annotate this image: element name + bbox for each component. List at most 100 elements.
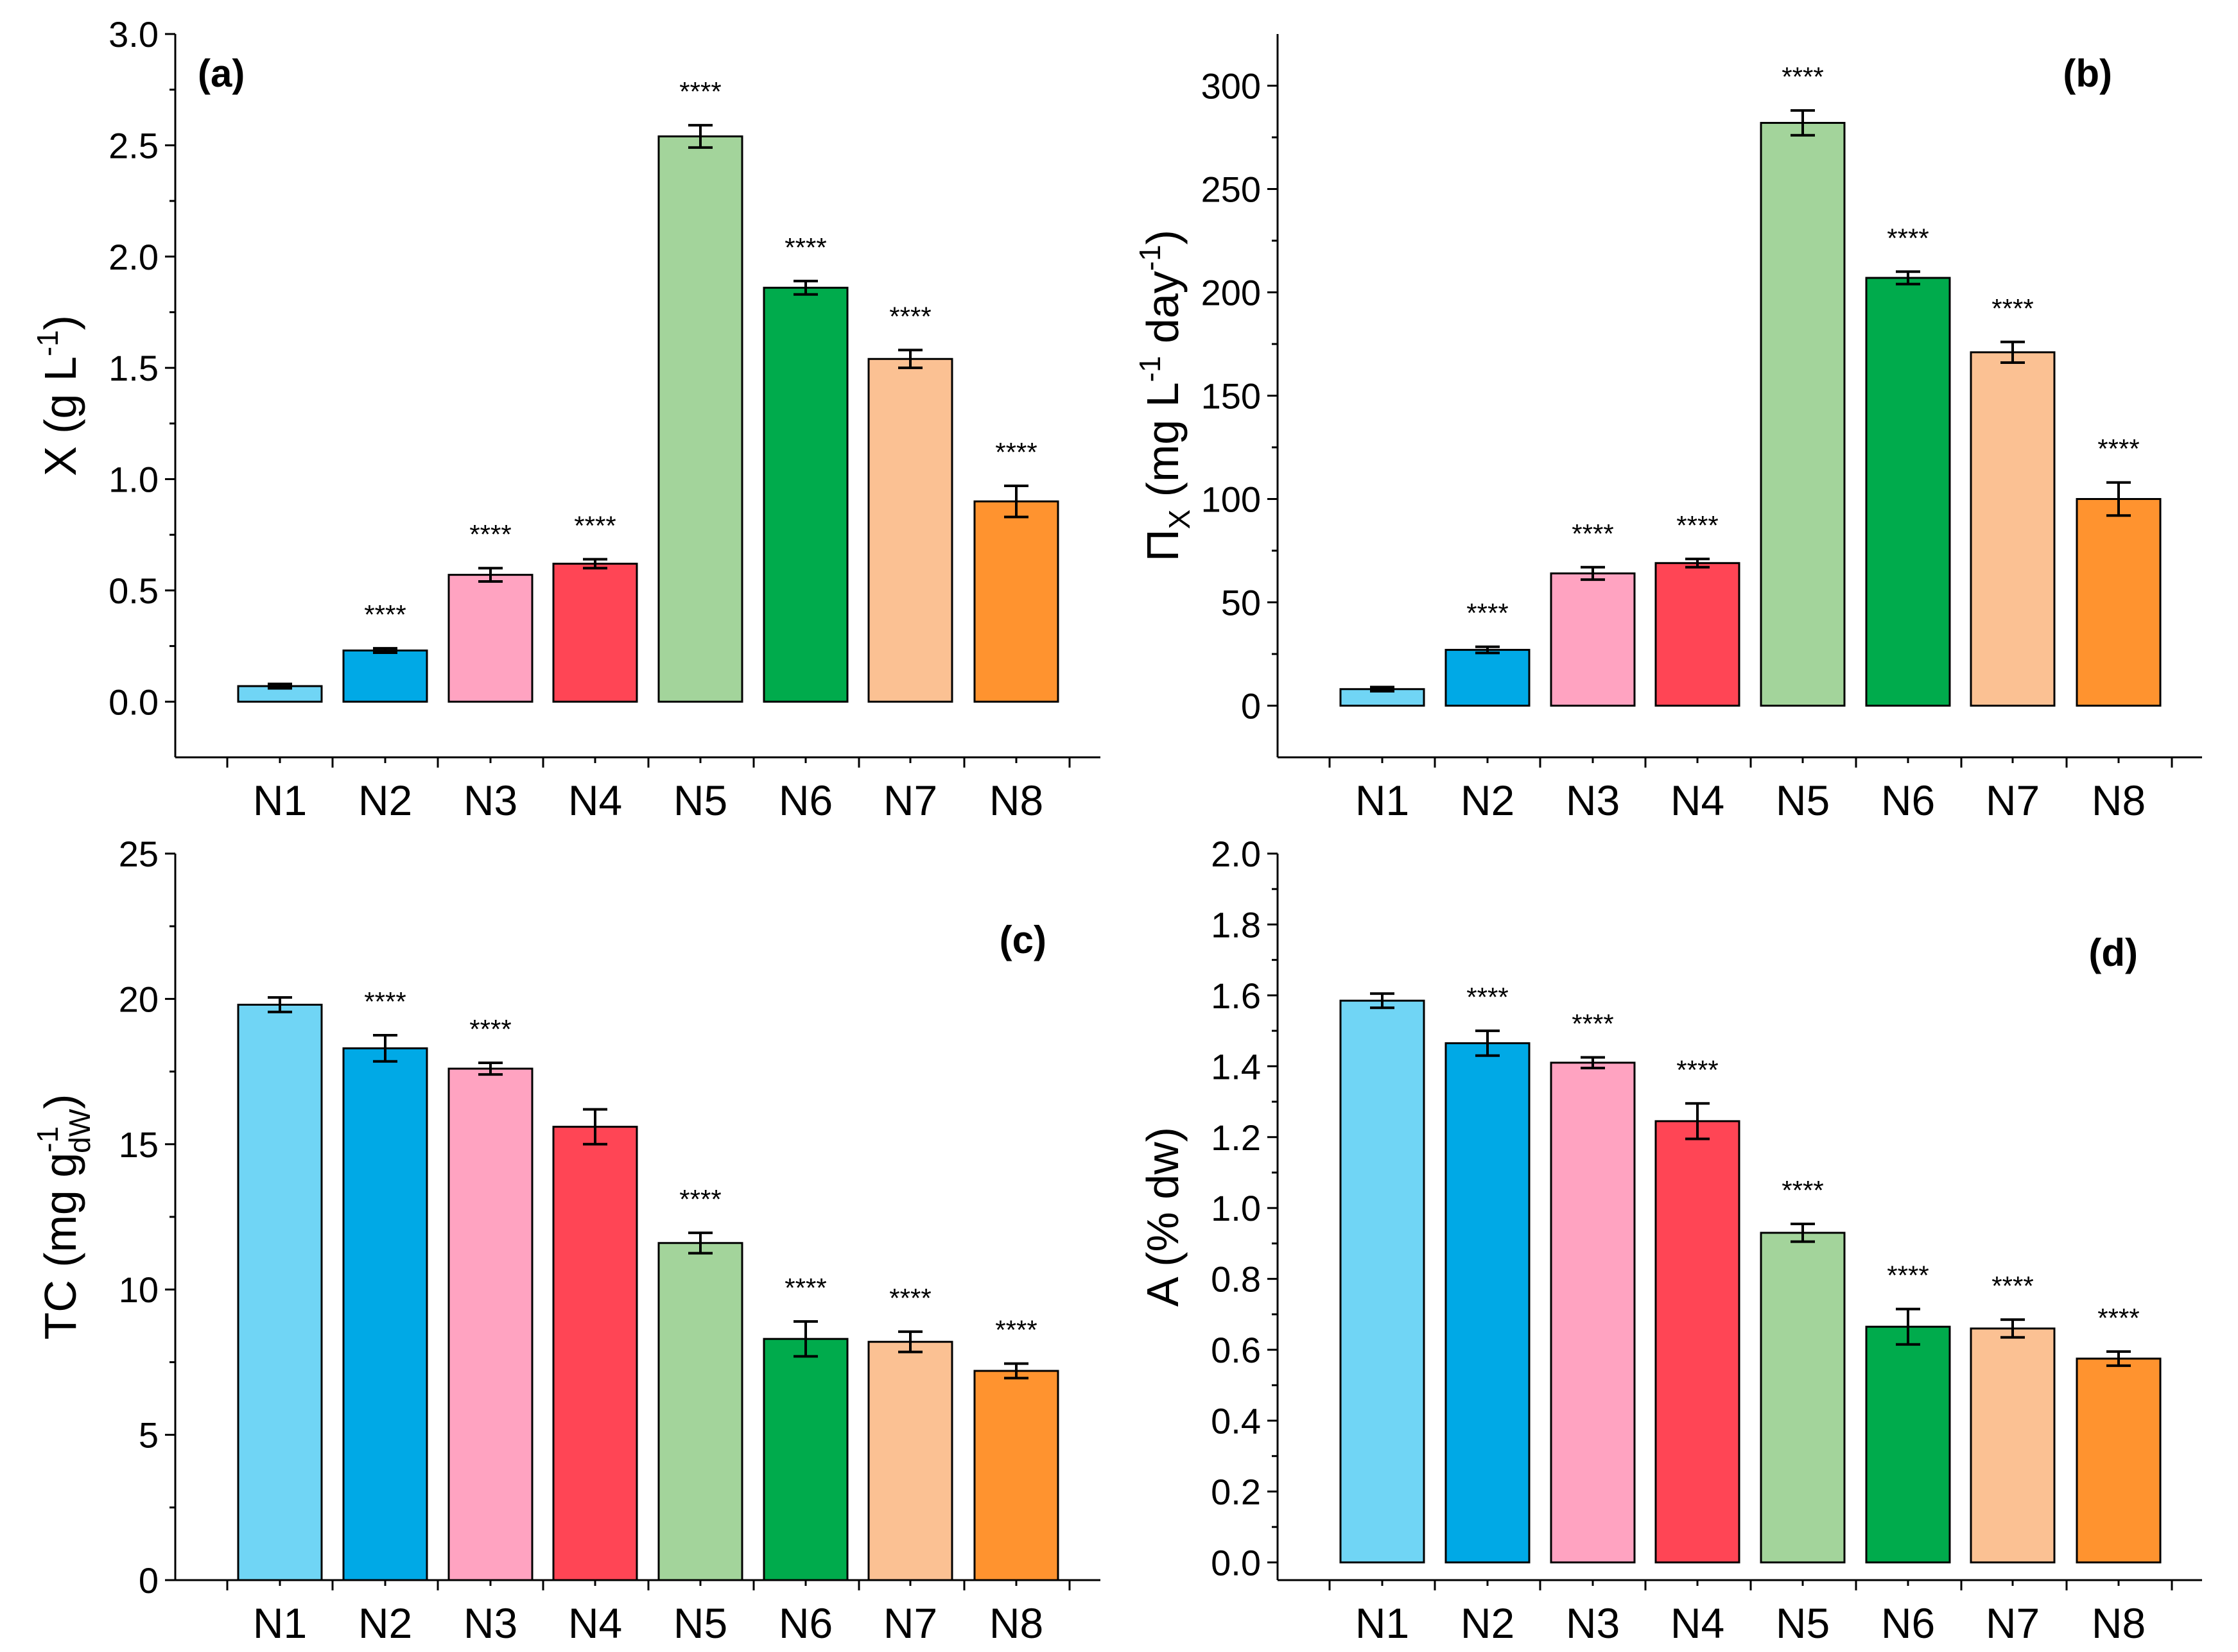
bar-n3 [447, 1067, 533, 1581]
significance-label: **** [469, 519, 511, 549]
x-tick-label: N7 [1986, 777, 2040, 824]
x-tick-label: N5 [1776, 777, 1830, 824]
y-tick-label: 1.5 [108, 348, 159, 388]
x-tick-label: N7 [883, 777, 937, 824]
y-tick-label: 0.6 [1211, 1330, 1261, 1370]
bar-n6 [1865, 277, 1951, 707]
x-tick-label: N2 [358, 1599, 412, 1647]
y-tick-label: 5 [139, 1415, 159, 1456]
significance-label: **** [1466, 598, 1508, 628]
significance-label: **** [1466, 982, 1508, 1012]
x-tick-label: N2 [1461, 1599, 1514, 1647]
bar-n7 [1970, 1327, 2056, 1563]
x-tick-label: N4 [568, 777, 622, 824]
panel-d: 0.0 0.2 0.4 0.6 0.8 1.0 1.2 1.4 1.6 1.8 2.0 N1 N2 ***… [1138, 834, 2202, 1647]
y-tick-label: 10 [119, 1269, 159, 1310]
significance-label: **** [364, 599, 406, 630]
y-tick-label: 2.5 [108, 125, 159, 166]
x-tick-label: N8 [989, 777, 1043, 824]
x-tick-label: N6 [779, 1599, 833, 1647]
significance-label: **** [1782, 62, 1823, 92]
y-tick-label: 200 [1201, 273, 1261, 313]
significance-label: **** [995, 1315, 1037, 1345]
y-tick-label: 0.2 [1211, 1472, 1261, 1512]
x-tick-label: N6 [1881, 777, 1935, 824]
x-tick-label: N2 [1461, 777, 1514, 824]
x-tick-label: N6 [779, 777, 833, 824]
x-tick-label: N5 [1776, 1599, 1830, 1647]
panel-label: (d) [2088, 931, 2138, 974]
significance-label: **** [679, 1184, 721, 1214]
x-tick-label: N6 [1881, 1599, 1935, 1647]
y-tick-label: 250 [1201, 169, 1261, 210]
y-axis-label: X (g L-1) [31, 315, 85, 476]
x-tick-label: N1 [253, 777, 307, 824]
significance-label: **** [1676, 1054, 1718, 1085]
bar-n5 [1760, 121, 1846, 707]
x-tick-label: N7 [883, 1599, 937, 1647]
x-tick-label: N7 [1986, 1599, 2040, 1647]
significance-label: **** [995, 437, 1037, 467]
bar-n6 [763, 286, 849, 703]
x-tick-label: N1 [1355, 777, 1409, 824]
significance-label: **** [1887, 223, 1929, 253]
significance-label: **** [1676, 510, 1718, 540]
bar-n2 [1444, 649, 1531, 707]
y-axis-label: ΠX (mg L-1 day-1) [1133, 230, 1196, 562]
x-tick-label: N3 [1566, 1599, 1620, 1647]
y-axis-label: A (% dw) [1138, 1127, 1188, 1307]
x-tick-label: N4 [1670, 1599, 1724, 1647]
y-tick-label: 0.8 [1211, 1259, 1261, 1300]
significance-label: **** [574, 510, 616, 540]
significance-label: **** [469, 1014, 511, 1044]
significance-label: **** [785, 1273, 826, 1303]
y-tick-label: 2.0 [108, 237, 159, 277]
bar-n1 [237, 1003, 323, 1581]
bar-n8 [2076, 1357, 2162, 1563]
y-tick-label: 0 [139, 1560, 159, 1601]
panel-label: (a) [198, 52, 245, 95]
bar-n4 [552, 562, 638, 703]
y-tick-label: 15 [119, 1124, 159, 1165]
bar-n4 [1654, 562, 1740, 707]
panel-a: 0.0 0.5 1.0 1.5 2.0 2.5 3.0 N1 N2 **** N3 **** N4 ***… [31, 14, 1100, 824]
significance-label: **** [1782, 1175, 1823, 1205]
y-tick-label: 1.6 [1211, 976, 1261, 1016]
bar-n2 [1444, 1042, 1531, 1563]
bar-n3 [1550, 572, 1636, 707]
x-tick-label: N8 [989, 1599, 1043, 1647]
x-tick-label: N8 [2092, 777, 2146, 824]
x-tick-label: N5 [673, 1599, 727, 1647]
y-tick-label: 1.2 [1211, 1117, 1261, 1158]
y-tick-label: 0.0 [108, 682, 159, 722]
bar-n4 [1654, 1120, 1740, 1563]
x-tick-label: N3 [464, 1599, 517, 1647]
bar-n5 [657, 135, 743, 703]
bar-n4 [552, 1126, 638, 1581]
bar-n7 [867, 357, 953, 703]
y-tick-label: 1.8 [1211, 904, 1261, 945]
bar-n6 [763, 1338, 849, 1581]
y-tick-label: 0.0 [1211, 1542, 1261, 1583]
bar-n6 [1865, 1325, 1951, 1563]
panel-c: 0 5 10 15 20 25 N1 N2 **** N3 **** N4 N5 **** N6 **** N7… [31, 834, 1100, 1647]
y-tick-label: 300 [1201, 66, 1261, 107]
x-tick-label: N3 [464, 777, 517, 824]
x-tick-label: N1 [1355, 1599, 1409, 1647]
panel-label: (c) [1000, 918, 1046, 961]
panel-label: (b) [2063, 52, 2112, 95]
bar-n8 [973, 1370, 1059, 1581]
y-tick-label: 0.5 [108, 571, 159, 611]
bar-n1 [1339, 999, 1425, 1563]
bar-n8 [973, 500, 1059, 703]
bar-n3 [447, 574, 533, 703]
x-tick-label: N1 [253, 1599, 307, 1647]
significance-label: **** [1572, 1009, 1613, 1039]
y-tick-label: 1.0 [108, 460, 159, 500]
bar-n5 [1760, 1232, 1846, 1563]
y-tick-label: 150 [1201, 376, 1261, 417]
significance-label: **** [679, 76, 721, 107]
x-tick-label: N3 [1566, 777, 1620, 824]
bar-n3 [1550, 1062, 1636, 1563]
